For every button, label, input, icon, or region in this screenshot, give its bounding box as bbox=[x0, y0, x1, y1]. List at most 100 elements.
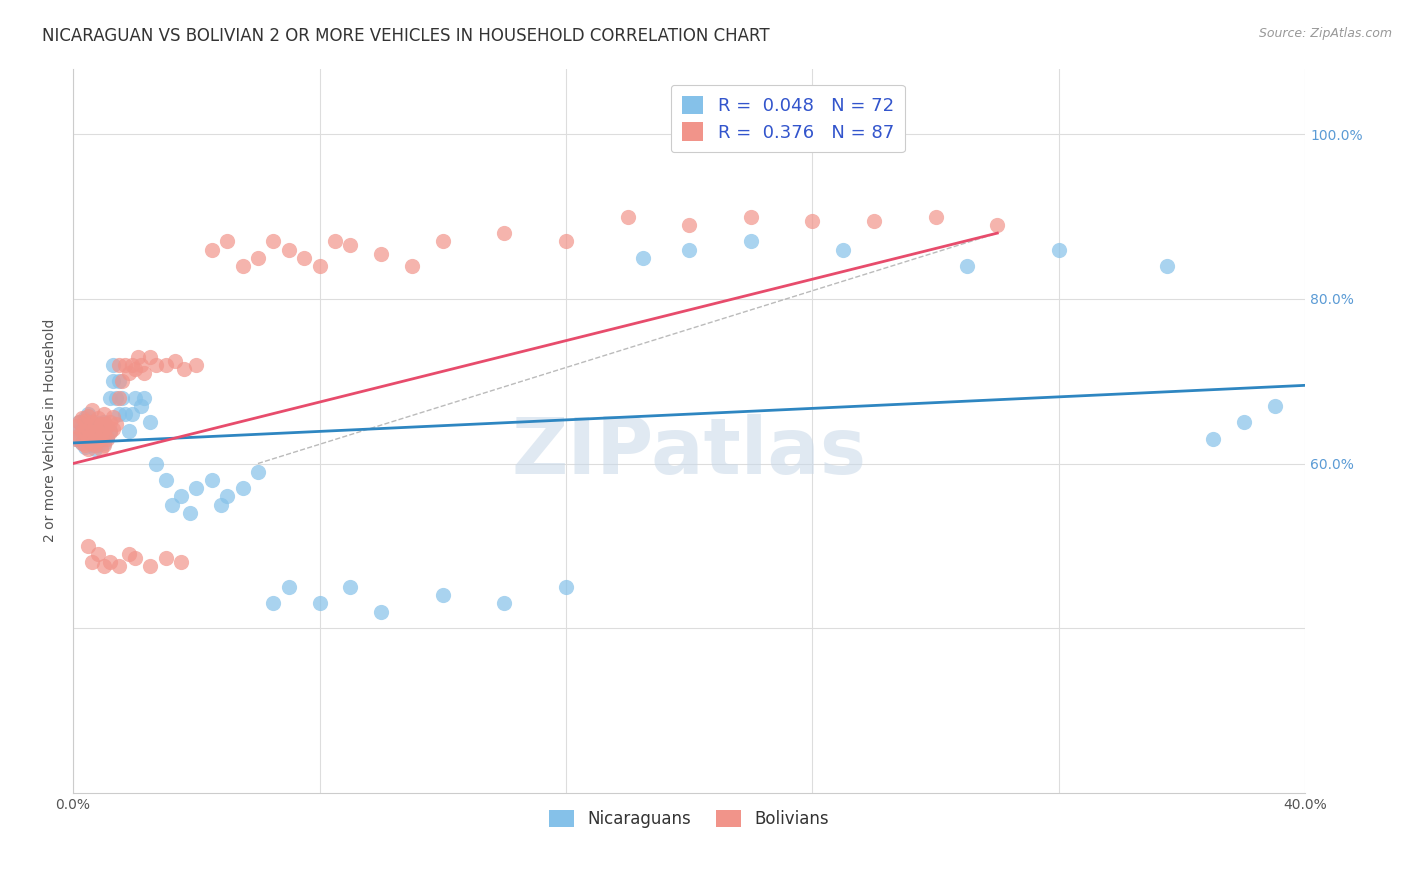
Point bbox=[80, 419, 103, 434]
Point bbox=[72, 424, 94, 438]
Point bbox=[90, 442, 112, 456]
Point bbox=[83, 434, 105, 448]
Point bbox=[105, 391, 128, 405]
Point bbox=[401, 259, 423, 273]
Point bbox=[678, 243, 700, 257]
Point bbox=[246, 251, 269, 265]
Point bbox=[170, 490, 193, 504]
Point bbox=[132, 391, 155, 405]
Point bbox=[740, 210, 762, 224]
Point bbox=[98, 424, 121, 438]
Point bbox=[80, 438, 103, 452]
Point bbox=[277, 580, 299, 594]
Point bbox=[494, 226, 516, 240]
Point bbox=[75, 438, 97, 452]
Point bbox=[1233, 415, 1256, 429]
Point bbox=[93, 427, 115, 442]
Point bbox=[67, 427, 90, 442]
Point bbox=[87, 434, 110, 448]
Point bbox=[127, 350, 149, 364]
Point bbox=[155, 358, 177, 372]
Point bbox=[83, 415, 105, 429]
Point bbox=[145, 457, 167, 471]
Point bbox=[93, 407, 115, 421]
Point bbox=[132, 366, 155, 380]
Point bbox=[101, 374, 124, 388]
Point bbox=[98, 555, 121, 569]
Point bbox=[308, 596, 330, 610]
Point bbox=[108, 358, 131, 372]
Point bbox=[173, 362, 195, 376]
Point bbox=[65, 419, 87, 434]
Point bbox=[83, 438, 105, 452]
Point bbox=[155, 473, 177, 487]
Point bbox=[139, 559, 162, 574]
Point bbox=[139, 350, 162, 364]
Point bbox=[83, 425, 105, 440]
Point bbox=[186, 481, 208, 495]
Point bbox=[90, 434, 112, 448]
Point bbox=[75, 411, 97, 425]
Point bbox=[87, 547, 110, 561]
Point bbox=[631, 251, 654, 265]
Point bbox=[101, 410, 124, 425]
Point bbox=[98, 415, 121, 429]
Point bbox=[555, 235, 578, 249]
Point bbox=[740, 235, 762, 249]
Point bbox=[87, 419, 110, 434]
Text: NICARAGUAN VS BOLIVIAN 2 OR MORE VEHICLES IN HOUSEHOLD CORRELATION CHART: NICARAGUAN VS BOLIVIAN 2 OR MORE VEHICLE… bbox=[42, 27, 770, 45]
Point bbox=[77, 425, 100, 440]
Point bbox=[98, 391, 121, 405]
Point bbox=[145, 358, 167, 372]
Point bbox=[77, 422, 100, 436]
Point bbox=[87, 438, 110, 452]
Point bbox=[108, 391, 131, 405]
Point bbox=[65, 432, 87, 446]
Point bbox=[370, 605, 392, 619]
Point bbox=[72, 436, 94, 450]
Point bbox=[308, 259, 330, 273]
Point bbox=[87, 424, 110, 438]
Point bbox=[80, 430, 103, 444]
Point bbox=[75, 427, 97, 442]
Point bbox=[160, 498, 183, 512]
Text: Source: ZipAtlas.com: Source: ZipAtlas.com bbox=[1258, 27, 1392, 40]
Point bbox=[93, 559, 115, 574]
Point bbox=[67, 415, 90, 429]
Point bbox=[111, 391, 134, 405]
Point bbox=[77, 434, 100, 448]
Legend: Nicaraguans, Bolivians: Nicaraguans, Bolivians bbox=[543, 804, 837, 835]
Point bbox=[555, 580, 578, 594]
Point bbox=[231, 481, 253, 495]
Point bbox=[801, 213, 824, 227]
Point bbox=[217, 235, 239, 249]
Point bbox=[124, 391, 146, 405]
Point bbox=[83, 427, 105, 442]
Point bbox=[986, 218, 1008, 232]
Point bbox=[117, 366, 139, 380]
Point bbox=[65, 432, 87, 446]
Point bbox=[75, 440, 97, 454]
Point bbox=[72, 411, 94, 425]
Point bbox=[121, 358, 143, 372]
Point bbox=[201, 243, 224, 257]
Point bbox=[114, 407, 136, 421]
Point bbox=[955, 259, 977, 273]
Point bbox=[80, 415, 103, 429]
Point bbox=[1047, 243, 1070, 257]
Point bbox=[117, 424, 139, 438]
Point bbox=[217, 490, 239, 504]
Point bbox=[339, 580, 361, 594]
Point bbox=[83, 442, 105, 456]
Point bbox=[121, 407, 143, 421]
Point bbox=[93, 415, 115, 429]
Point bbox=[209, 498, 232, 512]
Point bbox=[124, 362, 146, 376]
Text: ZIPatlas: ZIPatlas bbox=[512, 414, 866, 491]
Point bbox=[80, 425, 103, 440]
Point bbox=[98, 425, 121, 440]
Point bbox=[101, 358, 124, 372]
Point bbox=[832, 243, 855, 257]
Point bbox=[246, 465, 269, 479]
Point bbox=[96, 432, 118, 446]
